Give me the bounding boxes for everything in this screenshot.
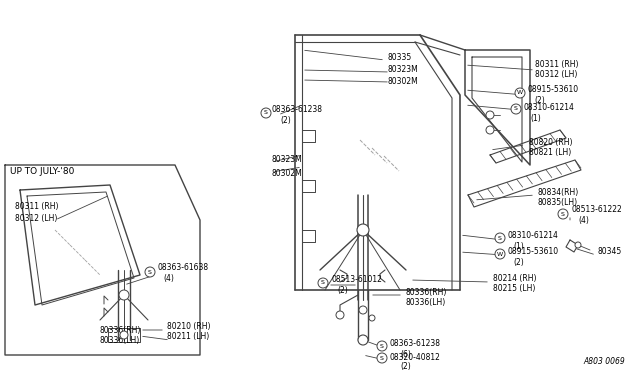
Circle shape [145, 267, 155, 277]
Text: 80312 (LH): 80312 (LH) [535, 70, 577, 78]
Text: 80210 (RH): 80210 (RH) [167, 321, 211, 330]
Text: (2): (2) [280, 116, 291, 125]
Circle shape [486, 111, 494, 119]
Text: 80311 (RH): 80311 (RH) [15, 202, 58, 212]
Text: 08363-61238: 08363-61238 [272, 106, 323, 115]
Circle shape [357, 224, 369, 236]
Circle shape [358, 335, 368, 345]
Circle shape [359, 306, 367, 314]
Text: 08310-61214: 08310-61214 [524, 103, 575, 112]
Text: S: S [380, 356, 384, 360]
Text: 80820 (RH): 80820 (RH) [529, 138, 573, 147]
Text: S: S [321, 280, 325, 285]
Text: S: S [561, 212, 565, 217]
Text: 80302M: 80302M [388, 77, 419, 87]
Circle shape [377, 353, 387, 363]
Circle shape [558, 209, 568, 219]
Circle shape [511, 104, 521, 114]
Text: W: W [517, 90, 523, 96]
Text: 08513-61012: 08513-61012 [331, 276, 382, 285]
Text: (6): (6) [400, 350, 411, 359]
Text: 08320-40812: 08320-40812 [390, 353, 441, 362]
Text: 80323M: 80323M [388, 65, 419, 74]
Text: W: W [497, 251, 503, 257]
Text: 08513-61222: 08513-61222 [572, 205, 623, 215]
Circle shape [369, 315, 375, 321]
Text: 80336(RH): 80336(RH) [406, 288, 447, 296]
Circle shape [119, 290, 129, 300]
Circle shape [336, 311, 344, 319]
Circle shape [486, 126, 494, 134]
Text: 80311 (RH): 80311 (RH) [535, 61, 579, 70]
Text: 08363-61238: 08363-61238 [390, 339, 441, 347]
Text: (2): (2) [337, 286, 348, 295]
Text: 80336(LH): 80336(LH) [100, 337, 140, 346]
Text: 80215 (LH): 80215 (LH) [493, 283, 536, 292]
Text: (1): (1) [513, 241, 524, 250]
Text: 80834(RH): 80834(RH) [538, 187, 579, 196]
Text: 08310-61214: 08310-61214 [507, 231, 558, 240]
Text: 80211 (LH): 80211 (LH) [167, 333, 209, 341]
Text: 80835(LH): 80835(LH) [538, 198, 578, 206]
Circle shape [377, 341, 387, 351]
Circle shape [515, 88, 525, 98]
Text: 80336(LH): 80336(LH) [406, 298, 446, 307]
Circle shape [495, 233, 505, 243]
Text: A803 0069: A803 0069 [583, 357, 625, 366]
Circle shape [495, 249, 505, 259]
Text: (2): (2) [400, 362, 411, 372]
Text: 08363-61638: 08363-61638 [157, 263, 208, 273]
Text: 08915-53610: 08915-53610 [507, 247, 558, 257]
Circle shape [575, 242, 581, 248]
Circle shape [120, 331, 128, 339]
Text: (4): (4) [163, 275, 174, 283]
Text: 80345: 80345 [598, 247, 622, 257]
Text: (2): (2) [513, 257, 524, 266]
Text: 80323M: 80323M [272, 155, 303, 164]
Text: 80335: 80335 [388, 54, 412, 62]
Text: S: S [498, 235, 502, 241]
Text: S: S [514, 106, 518, 112]
Text: S: S [264, 110, 268, 115]
Text: (4): (4) [578, 215, 589, 224]
Circle shape [318, 278, 328, 288]
Text: (2): (2) [534, 96, 545, 105]
Text: 80302M: 80302M [272, 169, 303, 177]
Text: 80214 (RH): 80214 (RH) [493, 273, 536, 282]
Text: 08915-53610: 08915-53610 [528, 86, 579, 94]
Text: UP TO JULY-'80: UP TO JULY-'80 [10, 167, 74, 176]
Text: S: S [148, 269, 152, 275]
Text: 80821 (LH): 80821 (LH) [529, 148, 572, 157]
Text: (1): (1) [530, 113, 541, 122]
Text: S: S [380, 343, 384, 349]
Text: 80312 (LH): 80312 (LH) [15, 214, 58, 222]
Circle shape [261, 108, 271, 118]
Text: 80336(RH): 80336(RH) [100, 326, 141, 334]
